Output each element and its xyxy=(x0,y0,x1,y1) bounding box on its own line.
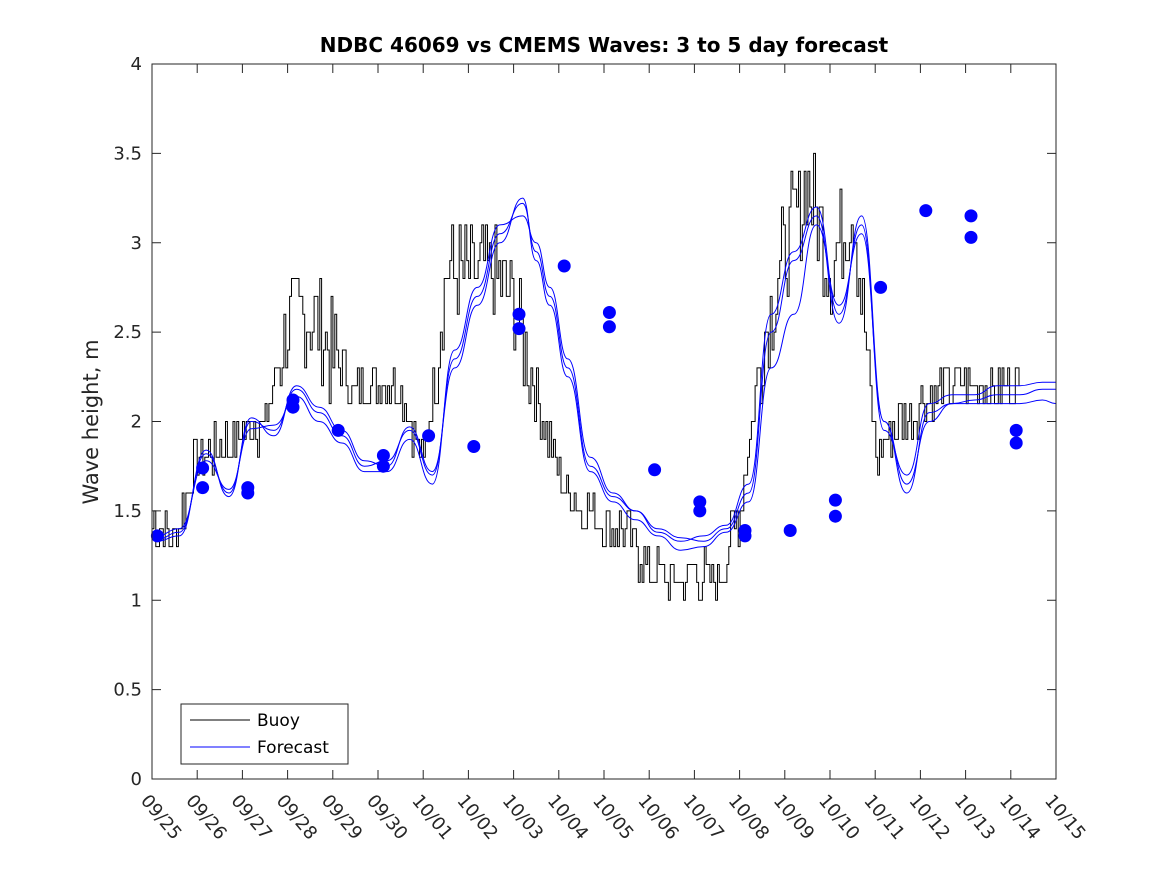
forecast-marker xyxy=(196,481,210,495)
forecast-marker xyxy=(196,461,210,475)
forecast-marker xyxy=(422,429,436,443)
y-axis-label: Wave height, m xyxy=(79,339,103,504)
forecast-marker xyxy=(286,400,300,414)
plot-background xyxy=(152,64,1056,779)
forecast-marker xyxy=(783,524,797,537)
forecast-marker xyxy=(467,440,481,453)
data-layer xyxy=(150,152,1057,601)
x-tick-label: 10/06 xyxy=(633,791,682,844)
x-tick-label: 10/14 xyxy=(995,791,1044,844)
x-tick-label: 10/02 xyxy=(453,791,502,844)
forecast-marker xyxy=(602,306,616,319)
forecast-marker xyxy=(828,493,842,507)
forecast-marker xyxy=(648,463,662,477)
x-tick-label: 09/26 xyxy=(181,791,230,844)
x-tick-label: 10/08 xyxy=(724,791,773,844)
x-tick-label: 09/29 xyxy=(317,791,366,844)
forecast-marker xyxy=(919,204,933,218)
x-tick-label: 09/28 xyxy=(272,791,321,844)
x-tick-label: 10/12 xyxy=(905,791,954,844)
x-tick-label: 09/25 xyxy=(136,791,185,844)
x-tick-label: 10/11 xyxy=(859,791,908,844)
y-tick-label: 1.5 xyxy=(113,501,142,522)
forecast-line-run-c xyxy=(156,197,1057,551)
forecast-marker xyxy=(1009,423,1023,437)
x-tick-label: 10/01 xyxy=(407,791,456,844)
plot-area xyxy=(152,64,1056,779)
legend-forecast-label: Forecast xyxy=(257,738,329,758)
x-tick-label: 10/07 xyxy=(679,791,728,844)
forecast-marker xyxy=(1009,436,1023,450)
forecast-marker xyxy=(874,280,888,294)
forecast-marker xyxy=(964,230,978,244)
y-tick-label: 2 xyxy=(131,412,142,433)
y-tick-label: 3 xyxy=(131,233,142,254)
forecast-marker xyxy=(693,504,707,518)
x-tick-label: 10/10 xyxy=(814,791,863,844)
x-tick-label: 10/03 xyxy=(498,791,547,844)
forecast-marker xyxy=(241,486,255,500)
forecast-marker xyxy=(331,423,345,437)
y-tick-label: 0.5 xyxy=(113,680,142,701)
legend: Buoy Forecast xyxy=(180,703,349,765)
x-tick-label: 09/27 xyxy=(227,791,276,844)
forecast-marker xyxy=(376,449,390,462)
forecast-marker xyxy=(964,209,978,223)
y-tick-label: 1 xyxy=(131,590,142,611)
forecast-line-run-b xyxy=(156,215,1056,542)
x-tick-label: 10/04 xyxy=(543,791,592,844)
forecast-marker xyxy=(738,529,752,543)
legend-buoy-label: Buoy xyxy=(257,711,300,731)
forecast-marker xyxy=(512,307,526,321)
x-tick-label: 09/30 xyxy=(362,791,411,844)
y-tick-label: 4 xyxy=(131,54,142,75)
forecast-line-run-a xyxy=(156,202,1056,542)
legend-box xyxy=(180,703,349,765)
x-tick-label: 10/09 xyxy=(769,791,818,844)
y-tick-label: 2.5 xyxy=(113,322,142,343)
forecast-marker xyxy=(557,259,571,273)
x-tick-label: 10/05 xyxy=(588,791,637,844)
forecast-marker xyxy=(693,495,707,509)
x-tick-label: 10/15 xyxy=(1040,791,1089,844)
y-tick-label: 3.5 xyxy=(113,143,142,164)
x-tick-label: 10/13 xyxy=(950,791,999,844)
forecast-marker xyxy=(828,509,842,523)
buoy-series-line xyxy=(152,152,1020,601)
chart-title: NDBC 46069 vs CMEMS Waves: 3 to 5 day fo… xyxy=(320,33,889,57)
forecast-marker xyxy=(150,529,164,543)
forecast-marker xyxy=(512,322,526,336)
forecast-marker xyxy=(602,320,616,334)
forecast-marker xyxy=(376,459,390,473)
y-tick-label: 0 xyxy=(131,769,142,790)
